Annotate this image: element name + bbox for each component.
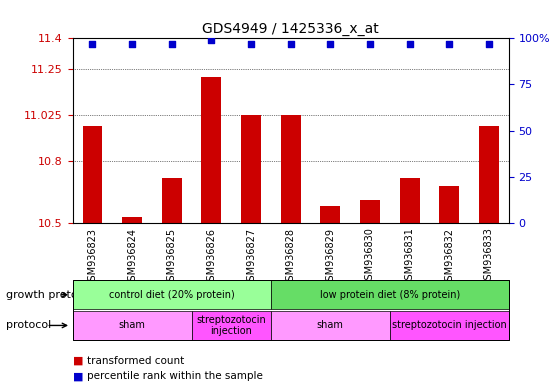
Bar bbox=[360, 200, 380, 223]
Point bbox=[405, 41, 414, 47]
Point bbox=[366, 41, 375, 47]
Text: control diet (20% protein): control diet (20% protein) bbox=[109, 290, 235, 300]
Bar bbox=[439, 186, 459, 223]
Bar bbox=[400, 178, 419, 223]
Bar bbox=[83, 126, 102, 223]
Bar bbox=[241, 115, 261, 223]
Text: low protein diet (8% protein): low protein diet (8% protein) bbox=[320, 290, 460, 300]
Text: sham: sham bbox=[119, 320, 145, 331]
Point bbox=[326, 41, 335, 47]
Text: sham: sham bbox=[317, 320, 344, 331]
Text: protocol: protocol bbox=[6, 320, 51, 331]
Point bbox=[88, 41, 97, 47]
Bar bbox=[281, 115, 301, 223]
Point bbox=[286, 41, 295, 47]
Point bbox=[127, 41, 136, 47]
Bar bbox=[162, 178, 182, 223]
Point bbox=[247, 41, 255, 47]
Bar bbox=[479, 126, 499, 223]
Point bbox=[167, 41, 176, 47]
Bar bbox=[122, 217, 142, 223]
Point bbox=[485, 41, 494, 47]
Bar bbox=[320, 206, 340, 223]
Point bbox=[207, 37, 216, 43]
Text: ■: ■ bbox=[73, 356, 83, 366]
Text: transformed count: transformed count bbox=[87, 356, 184, 366]
Text: streptozotocin injection: streptozotocin injection bbox=[392, 320, 506, 331]
Text: growth protocol: growth protocol bbox=[6, 290, 93, 300]
Text: ■: ■ bbox=[73, 371, 83, 381]
Text: streptozotocin
injection: streptozotocin injection bbox=[196, 314, 266, 336]
Title: GDS4949 / 1425336_x_at: GDS4949 / 1425336_x_at bbox=[202, 22, 379, 36]
Point bbox=[445, 41, 454, 47]
Text: percentile rank within the sample: percentile rank within the sample bbox=[87, 371, 263, 381]
Bar bbox=[201, 77, 221, 223]
